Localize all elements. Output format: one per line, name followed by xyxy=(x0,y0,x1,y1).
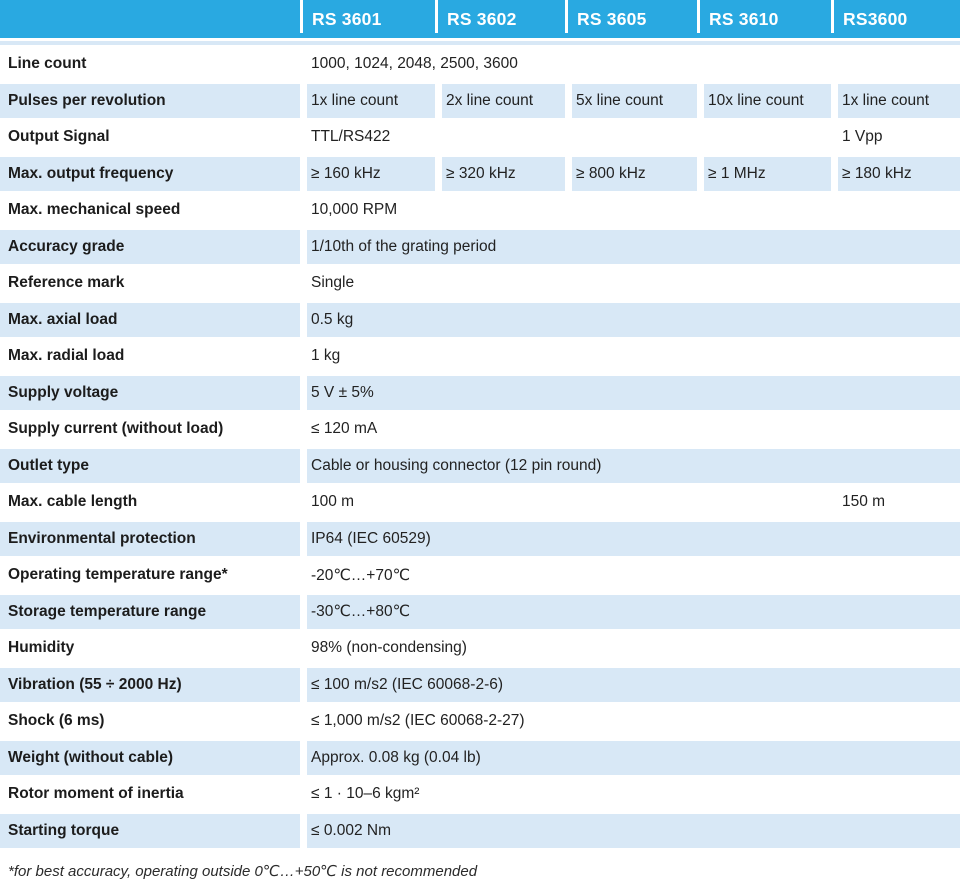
row-label: Max. cable length xyxy=(8,493,138,511)
header-col-rs3605: RS 3605 xyxy=(565,0,697,38)
table-row-max-cable-length: Max. cable length 100 m 150 m xyxy=(0,485,960,520)
table-row-rotor-moment-of-inertia: Rotor moment of inertia ≤ 1 · 10–6 kgm² xyxy=(0,777,960,812)
table-row-vibration: Vibration (55 ÷ 2000 Hz) ≤ 100 m/s2 (IEC… xyxy=(0,667,960,702)
row-cell-rs3601: 1x line count xyxy=(300,83,435,118)
row-cell-rs3601: ≥ 160 kHz xyxy=(300,156,435,191)
header-underline-rule xyxy=(0,41,960,45)
spec-table-body: Line count 1000, 1024, 2048, 2500, 3600 … xyxy=(0,47,960,848)
row-value: Approx. 0.08 kg (0.04 lb) xyxy=(300,740,960,775)
row-label: Line count xyxy=(8,55,87,73)
row-label: Accuracy grade xyxy=(0,229,300,264)
row-value: 0.5 kg xyxy=(300,302,960,337)
row-label: Output Signal xyxy=(8,128,110,146)
table-row-outlet-type: Outlet type Cable or housing connector (… xyxy=(0,448,960,483)
table-row-humidity: Humidity 98% (non-condensing) xyxy=(0,631,960,666)
row-cell-rs3600: 1x line count xyxy=(831,83,960,118)
row-label: Outlet type xyxy=(0,448,300,483)
accuracy-footnote: *for best accuracy, operating outside 0℃… xyxy=(8,863,478,880)
row-label: Storage temperature range xyxy=(0,594,300,629)
row-cell-rs3610: 10x line count xyxy=(697,83,831,118)
row-value-last-col: 150 m xyxy=(831,485,960,520)
row-label: Vibration (55 ÷ 2000 Hz) xyxy=(0,667,300,702)
table-row-supply-voltage: Supply voltage 5 V ± 5% xyxy=(0,375,960,410)
row-label: Supply voltage xyxy=(0,375,300,410)
row-value: 1/10th of the grating period xyxy=(300,229,960,264)
table-row-weight: Weight (without cable) Approx. 0.08 kg (… xyxy=(0,740,960,775)
row-value: IP64 (IEC 60529) xyxy=(300,521,960,556)
row-label: Operating temperature range* xyxy=(8,566,228,584)
row-value: ≤ 0.002 Nm xyxy=(300,813,960,848)
row-label: Shock (6 ms) xyxy=(8,712,105,730)
row-cell-rs3602: 2x line count xyxy=(435,83,565,118)
header-col-rs3600: RS3600 xyxy=(831,0,960,38)
row-value: ≤ 120 mA xyxy=(300,412,960,447)
row-value: 1 kg xyxy=(300,339,960,374)
row-label: Supply current (without load) xyxy=(8,420,224,438)
row-label: Starting torque xyxy=(0,813,300,848)
row-value: 1000, 1024, 2048, 2500, 3600 xyxy=(300,47,960,82)
row-cell-rs3605: 5x line count xyxy=(565,83,697,118)
row-value: ≤ 1 · 10–6 kgm² xyxy=(300,777,960,812)
row-label: Max. radial load xyxy=(8,347,125,365)
table-row-accuracy-grade: Accuracy grade 1/10th of the grating per… xyxy=(0,229,960,264)
table-row-supply-current: Supply current (without load) ≤ 120 mA xyxy=(0,412,960,447)
row-label: Max. output frequency xyxy=(0,156,300,191)
header-col-rs3601: RS 3601 xyxy=(300,0,435,38)
table-row-reference-mark: Reference mark Single xyxy=(0,266,960,301)
table-row-max-output-frequency: Max. output frequency ≥ 160 kHz ≥ 320 kH… xyxy=(0,156,960,191)
table-row-environmental-protection: Environmental protection IP64 (IEC 60529… xyxy=(0,521,960,556)
row-label: Max. mechanical speed xyxy=(8,201,181,219)
row-value: -20℃…+70℃ xyxy=(300,558,960,593)
table-row-max-axial-load: Max. axial load 0.5 kg xyxy=(0,302,960,337)
table-row-pulses-per-revolution: Pulses per revolution 1x line count 2x l… xyxy=(0,83,960,118)
row-label: Pulses per revolution xyxy=(0,83,300,118)
row-value: 5 V ± 5% xyxy=(300,375,960,410)
row-value: 100 m xyxy=(300,485,831,520)
table-row-starting-torque: Starting torque ≤ 0.002 Nm xyxy=(0,813,960,848)
row-value: ≤ 1,000 m/s2 (IEC 60068-2-27) xyxy=(300,704,960,739)
row-label: Environmental protection xyxy=(0,521,300,556)
row-value: 98% (non-condensing) xyxy=(300,631,960,666)
row-value: Single xyxy=(300,266,960,301)
row-value: ≤ 100 m/s2 (IEC 60068-2-6) xyxy=(300,667,960,702)
table-row-line-count: Line count 1000, 1024, 2048, 2500, 3600 xyxy=(0,47,960,82)
row-label: Rotor moment of inertia xyxy=(8,785,184,803)
row-label: Max. axial load xyxy=(0,302,300,337)
header-empty-cell xyxy=(0,0,300,38)
row-value: 10,000 RPM xyxy=(300,193,960,228)
table-row-storage-temperature-range: Storage temperature range -30℃…+80℃ xyxy=(0,594,960,629)
table-header-row: RS 3601 RS 3602 RS 3605 RS 3610 RS3600 xyxy=(0,0,960,38)
row-label: Reference mark xyxy=(8,274,125,292)
row-cell-rs3600: ≥ 180 kHz xyxy=(831,156,960,191)
table-row-output-signal: Output Signal TTL/RS422 1 Vpp xyxy=(0,120,960,155)
header-col-rs3602: RS 3602 xyxy=(435,0,565,38)
row-value: -30℃…+80℃ xyxy=(300,594,960,629)
row-value-last-col: 1 Vpp xyxy=(831,120,960,155)
table-row-max-mechanical-speed: Max. mechanical speed 10,000 RPM xyxy=(0,193,960,228)
header-col-rs3610: RS 3610 xyxy=(697,0,831,38)
row-label: Weight (without cable) xyxy=(0,740,300,775)
row-value: TTL/RS422 xyxy=(300,120,831,155)
table-row-max-radial-load: Max. radial load 1 kg xyxy=(0,339,960,374)
table-row-operating-temperature-range: Operating temperature range* -20℃…+70℃ xyxy=(0,558,960,593)
table-row-shock: Shock (6 ms) ≤ 1,000 m/s2 (IEC 60068-2-2… xyxy=(0,704,960,739)
row-cell-rs3602: ≥ 320 kHz xyxy=(435,156,565,191)
row-label: Humidity xyxy=(8,639,75,657)
row-cell-rs3610: ≥ 1 MHz xyxy=(697,156,831,191)
row-value: Cable or housing connector (12 pin round… xyxy=(300,448,960,483)
row-cell-rs3605: ≥ 800 kHz xyxy=(565,156,697,191)
